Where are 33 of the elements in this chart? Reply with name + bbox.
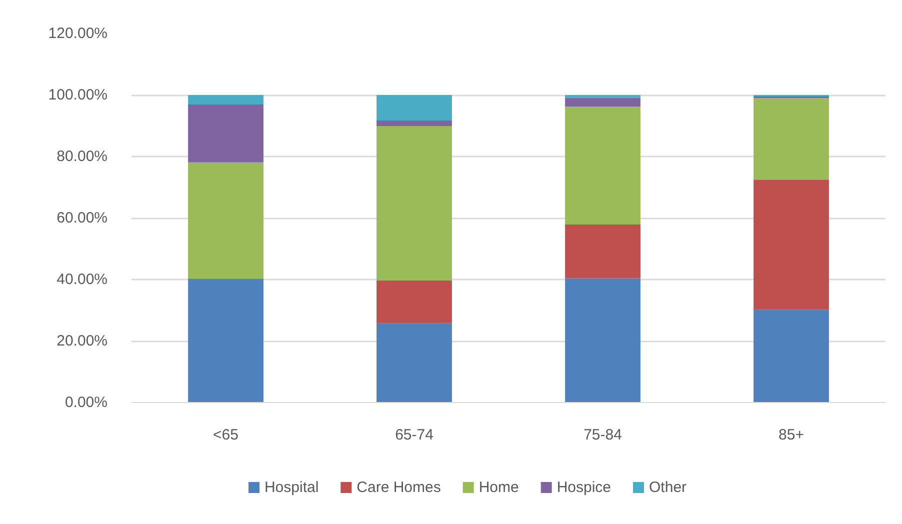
bar <box>754 310 829 402</box>
bar <box>754 98 829 180</box>
bar <box>376 280 452 324</box>
x-tick-label: <65 <box>213 426 238 444</box>
y-tick-label: 0.00% <box>64 394 108 411</box>
bar <box>376 323 452 402</box>
bar <box>565 278 640 402</box>
bar <box>565 98 640 107</box>
bar <box>754 180 829 310</box>
bar <box>565 224 640 278</box>
x-tick-label: 85+ <box>778 426 804 444</box>
y-tick-label: 100.00% <box>48 86 108 104</box>
bar <box>188 104 264 162</box>
bar <box>376 95 452 121</box>
bar <box>376 120 452 126</box>
bar <box>565 95 640 98</box>
legend-label: Hospice <box>556 479 612 496</box>
bar <box>565 106 640 224</box>
bar <box>376 126 452 280</box>
y-tick-label: 60.00% <box>56 210 108 226</box>
legend-label: Hospital <box>264 479 319 496</box>
y-tick-label: 40.00% <box>56 271 108 288</box>
legend-label: Home <box>478 479 519 496</box>
legend-label: Other <box>649 479 687 496</box>
y-tick-label: 20.00% <box>56 332 108 350</box>
x-tick-label: 65-74 <box>395 426 434 444</box>
legend-label: Care Homes <box>356 479 441 496</box>
y-tick-label: 80.00% <box>56 148 108 165</box>
y-tick-label: 120.00% <box>48 25 108 42</box>
x-tick-label: 75-84 <box>584 426 622 444</box>
bar <box>188 95 264 105</box>
bar <box>188 162 264 279</box>
bar <box>188 278 264 402</box>
